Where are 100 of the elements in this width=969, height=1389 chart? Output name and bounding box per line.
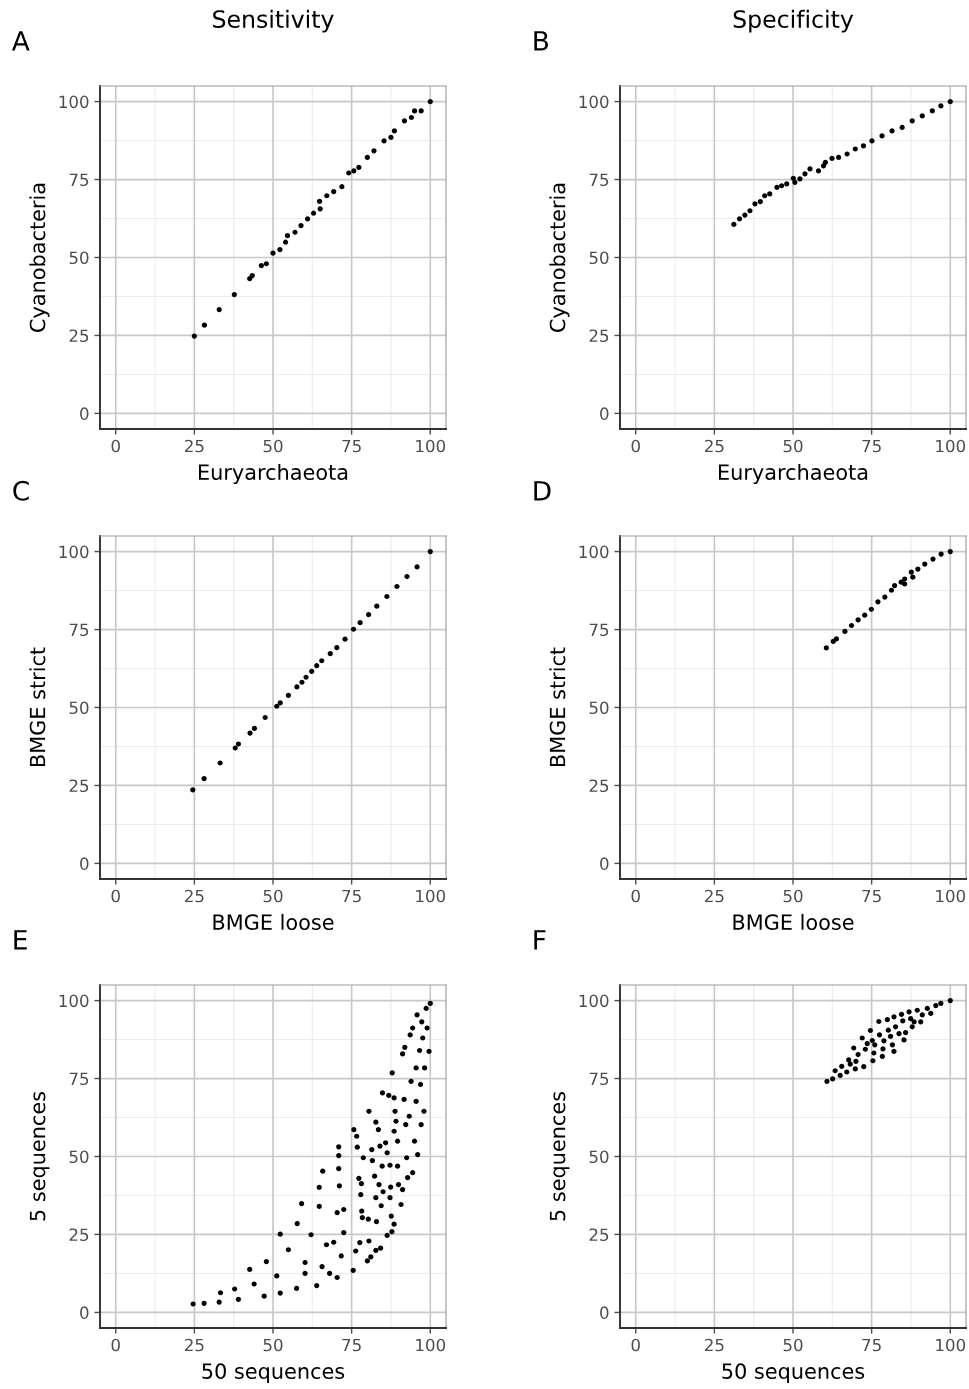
x-tick-label: 0 — [111, 889, 120, 903]
point — [938, 1000, 944, 1006]
y-axis-title: 5 sequences — [549, 1091, 570, 1221]
point — [357, 620, 363, 626]
x-tick-label: 0 — [631, 439, 640, 453]
point — [270, 250, 276, 256]
text: E — [14, 930, 27, 950]
y-tick-label: 50 — [589, 701, 609, 715]
point — [303, 674, 309, 680]
point — [880, 1046, 886, 1052]
point — [247, 730, 253, 736]
y-tick-label: 100 — [59, 545, 89, 559]
x-tick-label: 75 — [342, 889, 361, 903]
y-tick-label: 50 — [589, 1150, 609, 1164]
point — [829, 155, 835, 161]
point — [314, 663, 320, 669]
point — [216, 306, 222, 313]
point — [384, 593, 390, 600]
y-tick-label: 100 — [579, 95, 609, 109]
point — [784, 181, 790, 187]
point — [928, 1010, 934, 1016]
point — [867, 1027, 873, 1034]
point — [427, 98, 433, 105]
point — [870, 1058, 876, 1064]
point — [757, 199, 763, 205]
chart-title: Specificity — [733, 9, 854, 33]
point — [274, 703, 280, 709]
text: A — [11, 31, 30, 51]
point — [884, 1017, 890, 1023]
point — [909, 118, 915, 124]
y-tick-label: 0 — [80, 1306, 89, 1319]
point — [394, 583, 400, 590]
x-tick-label: 25 — [184, 1338, 204, 1352]
point — [747, 208, 753, 214]
point — [249, 272, 255, 279]
point — [876, 1018, 882, 1025]
y-tick-label: 75 — [589, 1072, 609, 1086]
x-tick-label: 0 — [631, 1338, 640, 1352]
point — [869, 138, 875, 144]
point — [919, 113, 925, 119]
point — [844, 151, 850, 157]
point — [742, 212, 748, 218]
point — [299, 679, 305, 685]
point — [331, 189, 337, 195]
point — [388, 134, 394, 141]
point — [427, 548, 433, 555]
point — [310, 210, 317, 216]
point — [790, 175, 796, 181]
point — [217, 760, 223, 766]
x-tick-label: 25 — [704, 1338, 724, 1352]
y-tick-label: 100 — [579, 545, 609, 559]
y-tick-label: 0 — [600, 1306, 609, 1319]
point — [859, 1035, 865, 1041]
point — [879, 1053, 885, 1060]
y-tick-label: 50 — [69, 1150, 89, 1164]
point — [891, 1048, 897, 1055]
point — [190, 787, 196, 793]
y-tick-label: 100 — [579, 994, 609, 1008]
point — [418, 108, 424, 114]
point — [938, 551, 944, 557]
point — [282, 239, 289, 245]
point — [914, 1007, 920, 1013]
point — [822, 159, 828, 165]
point — [350, 626, 357, 632]
y-tick-label: 50 — [589, 251, 609, 265]
point — [404, 573, 410, 580]
point — [881, 1038, 887, 1044]
y-tick-label: 25 — [589, 329, 609, 343]
point — [324, 193, 330, 199]
x-tick-label: 75 — [342, 439, 361, 453]
point — [262, 714, 268, 721]
point — [872, 1042, 878, 1048]
x-axis-title: Euryarchaeota — [199, 463, 348, 485]
x-tick-label: 0 — [111, 1338, 120, 1352]
x-tick-label: 50 — [263, 439, 283, 453]
point — [898, 1011, 905, 1017]
point — [391, 128, 398, 134]
x-tick-label: 75 — [862, 1338, 881, 1352]
point — [364, 154, 370, 161]
point — [876, 1032, 883, 1038]
point — [339, 184, 345, 190]
point — [947, 997, 953, 1004]
x-tick-label: 50 — [783, 1338, 803, 1352]
point — [823, 645, 829, 651]
x-tick-label: 75 — [342, 1338, 361, 1352]
point — [947, 98, 953, 105]
point — [832, 1068, 838, 1074]
point — [860, 143, 867, 149]
point — [855, 617, 861, 623]
point — [947, 548, 953, 555]
point — [414, 564, 420, 570]
y-axis-title: Cyanobacteria — [549, 183, 570, 332]
point — [892, 582, 898, 589]
point — [762, 193, 768, 199]
point — [736, 216, 743, 222]
y-tick-label: 0 — [80, 407, 89, 420]
y-tick-label: 50 — [69, 251, 89, 265]
point — [919, 1012, 925, 1018]
y-axis-title: BMGE strict — [29, 647, 46, 767]
y-tick-label: 25 — [589, 779, 609, 793]
